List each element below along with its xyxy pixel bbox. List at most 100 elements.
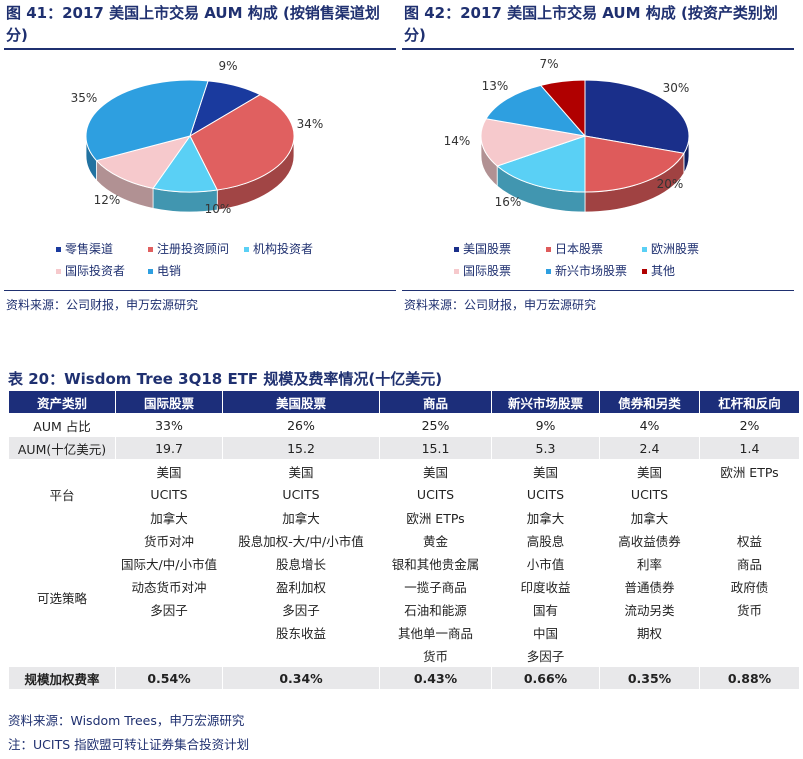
figure-41-legend: 零售渠道 注册投资顾问 机构投资者 国际投资者 电销 [56, 240, 386, 280]
table-cell: 中国 [491, 620, 600, 644]
legend-label: 其他 [651, 264, 676, 278]
pie-data-label: 16% [495, 195, 522, 209]
figure-42-legend: 美国股票 日本股票 欧洲股票 国际股票 新兴市场股票 其他 [454, 240, 784, 280]
table-cell: UCITS [491, 482, 600, 506]
pie-data-label: 13% [482, 79, 509, 93]
table-note: 注：UCITS 指欧盟可转让证券集合投资计划 [8, 737, 250, 752]
pie-slice [189, 94, 295, 191]
table-cell [222, 643, 380, 667]
table-cell: 股东收益 [222, 620, 380, 644]
pie-data-label: 20% [657, 177, 684, 191]
legend-item: 机构投资者 [244, 240, 313, 257]
table-cell: 9% [491, 413, 600, 437]
legend-swatch [56, 247, 61, 252]
table-row: AUM 占比 33% 26% 25% 9% 4% 2% [8, 413, 800, 437]
table-cell: 加拿大 [599, 505, 700, 529]
legend-swatch [244, 247, 249, 252]
legend-item: 美国股票 [454, 240, 511, 257]
table-row: 货币 多因子 [9, 643, 800, 667]
table-header-cell: 新兴市场股票 [491, 390, 600, 414]
legend-label: 美国股票 [463, 242, 512, 256]
table-cell: UCITS [222, 482, 380, 506]
legend-item: 日本股票 [546, 240, 603, 257]
table-row: 多因子 多因子 石油和能源 国有 流动另类 货币 [9, 597, 800, 621]
table-cell: 0.35% [599, 666, 700, 690]
table-header-cell: 国际股票 [115, 390, 223, 414]
table-cell: 黄金 [379, 528, 492, 552]
legend-swatch [148, 269, 153, 274]
table-cell: 加拿大 [222, 505, 380, 529]
table-cell [699, 482, 800, 506]
pie-data-label: 14% [444, 134, 471, 148]
legend-swatch [546, 269, 551, 274]
table-cell: 0.88% [699, 666, 800, 690]
table-cell: 可选策略 [8, 528, 116, 667]
legend-swatch [454, 269, 459, 274]
table-cell: 美国 [115, 459, 223, 483]
table-header-cell: 美国股票 [222, 390, 380, 414]
figure-42-source: 资料来源：公司财报，申万宏源研究 [404, 298, 597, 312]
table-cell: 0.43% [379, 666, 492, 690]
table-cell: 权益 [699, 528, 800, 552]
table-cell: 平台 [8, 459, 116, 529]
table-header-cell: 资产类别 [8, 390, 116, 414]
figure-41-source: 资料来源：公司财报，申万宏源研究 [6, 298, 199, 312]
legend-label: 日本股票 [555, 242, 604, 256]
legend-label: 机构投资者 [253, 242, 314, 256]
table-cell: 多因子 [115, 597, 223, 621]
legend-swatch [642, 247, 647, 252]
pie-slice [584, 79, 690, 154]
table-cell: 普通债券 [599, 574, 700, 598]
table-source: 资料来源：Wisdom Trees，申万宏源研究 [8, 713, 245, 728]
figure-41-title: 图 41：2017 美国上市交易 AUM 构成 (按销售渠道划分) [6, 4, 380, 44]
table-cell [599, 643, 700, 667]
pie-slice [480, 118, 586, 167]
table-row: 国际大/中/小市值 股息增长 银和其他贵金属 小市值 利率 商品 [9, 551, 800, 575]
table-row: 规模加权费率 0.54% 0.34% 0.43% 0.66% 0.35% 0.88% [8, 666, 800, 690]
table-header-cell: 债券和另类 [599, 390, 700, 414]
table-cell: 15.1 [379, 436, 492, 460]
table-row: AUM(十亿美元) 19.7 15.2 15.1 5.3 2.4 1.4 [8, 436, 800, 460]
table-cell: 美国 [379, 459, 492, 483]
table-cell: 货币 [699, 597, 800, 621]
table-cell: 2.4 [599, 436, 700, 460]
table-row: 平台 美国 美国 美国 美国 美国 欧洲 ETPs [8, 459, 800, 529]
table-cell: 货币对冲 [115, 528, 223, 552]
table-cell [699, 620, 800, 644]
figure-41: 图 41：2017 美国上市交易 AUM 构成 (按销售渠道划分) 9% 34% 1… [4, 0, 396, 316]
table-cell: 0.54% [115, 666, 223, 690]
legend-item: 其他 [642, 262, 675, 279]
legend-label: 零售渠道 [65, 242, 114, 256]
table-cell: 美国 [599, 459, 700, 483]
table-cell: 流动另类 [599, 597, 700, 621]
table-cell: 欧洲 ETPs [379, 505, 492, 529]
table-cell: 0.66% [491, 666, 600, 690]
table-cell: 5.3 [491, 436, 600, 460]
table-row: UCITS UCITS UCITS UCITS UCITS [9, 482, 800, 506]
pie-chart-svg: 9% 34% 10% 12% 35% [71, 59, 324, 216]
legend-label: 注册投资顾问 [157, 242, 230, 256]
etf-table: 资产类别 国际股票 美国股票 商品 新兴市场股票 债券和另类 杠杆和反向 AUM 占比 33%… [8, 390, 800, 690]
figure-41-pie-chart: 9% 34% 10% 12% 35% [4, 50, 396, 228]
pie-slice [584, 135, 685, 193]
pie-slice [496, 135, 586, 193]
pie-data-label: 7% [539, 57, 558, 71]
table-cell: 印度收益 [491, 574, 600, 598]
table-cell: 国有 [491, 597, 600, 621]
table-cell: 加拿大 [491, 505, 600, 529]
legend-label: 新兴市场股票 [555, 264, 628, 278]
table-row: 动态货币对冲 盈利加权 一揽子商品 印度收益 普通债券 政府债 [9, 574, 800, 598]
table-row: 股东收益 其他单一商品 中国 期权 [9, 620, 800, 644]
table-cell: 1.4 [699, 436, 800, 460]
table-cell [115, 620, 223, 644]
table-cell: 15.2 [222, 436, 380, 460]
table-title: 表 20：Wisdom Tree 3Q18 ETF 规模及费率情况(十亿美元) [8, 370, 443, 388]
table-cell: 国际大/中/小市值 [115, 551, 223, 575]
table-cell: 股息增长 [222, 551, 380, 575]
table-cell: 商品 [699, 551, 800, 575]
pie-data-label: 12% [94, 193, 121, 207]
pie-slice [85, 79, 209, 162]
figure-42-pie-chart: 30% 20% 16% 14% 13% 7% [402, 50, 794, 228]
table-cell: 利率 [599, 551, 700, 575]
table-cell: 0.34% [222, 666, 380, 690]
